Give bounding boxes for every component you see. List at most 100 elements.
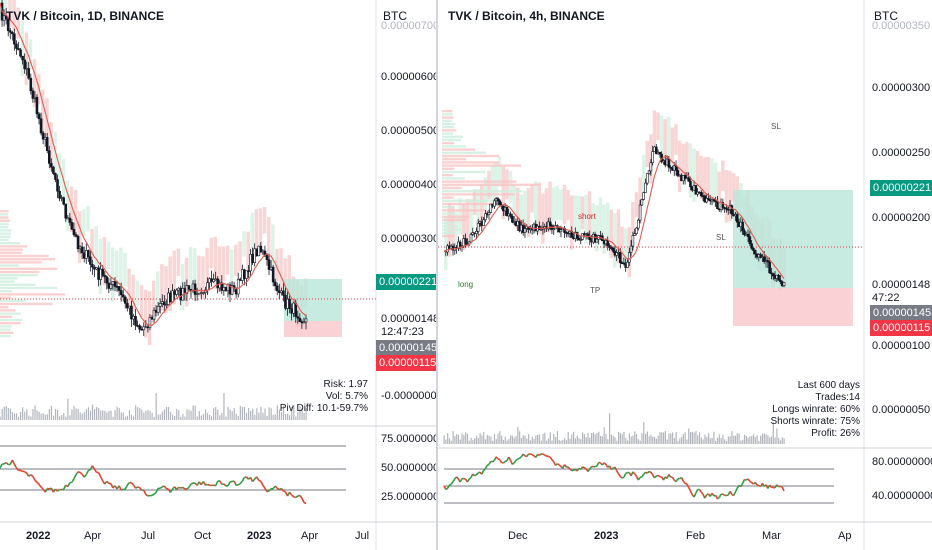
volume-bar [456, 434, 458, 444]
rsi-line-segment [71, 478, 75, 483]
volume-bar [11, 412, 14, 420]
cloud-band [566, 190, 570, 221]
volume-bar [524, 435, 526, 444]
volume-bar [666, 439, 668, 444]
rsi-line-segment [655, 474, 659, 477]
volume-bar [632, 435, 634, 444]
left-axis-label: 25.00000000 [381, 491, 436, 503]
left-price-chart[interactable] [0, 0, 436, 550]
volume-bar [289, 415, 291, 420]
volume-bar [644, 433, 647, 444]
volume-bar [297, 411, 299, 420]
volume-bar [30, 416, 32, 420]
volume-bar [204, 409, 207, 420]
moving-average-line [443, 155, 785, 279]
rsi-line-segment [0, 463, 3, 469]
candle-body [667, 158, 671, 168]
volume-profile-bar [442, 161, 500, 164]
rsi-line-segment [91, 465, 96, 470]
volume-bar [673, 438, 675, 444]
panel-divider[interactable] [436, 0, 438, 550]
cloud-band [681, 143, 685, 176]
rsi-line-segment [513, 459, 517, 464]
volume-bar [299, 406, 301, 420]
volume-profile-bar [0, 290, 12, 293]
rsi-line-segment [704, 494, 708, 499]
volume-bar [679, 438, 681, 444]
rsi-line-segment [687, 486, 692, 492]
volume-bar [231, 410, 233, 420]
volume-bar [713, 431, 715, 444]
cloud-band [258, 208, 263, 256]
candle-body [68, 217, 72, 223]
cloud-band [577, 195, 581, 241]
rsi-line-segment [79, 471, 83, 475]
cloud-band [176, 248, 181, 277]
rsi-line-segment [124, 484, 129, 490]
volume-bar [727, 436, 729, 444]
volume-profile-bar [442, 209, 486, 212]
volume-profile-bar [442, 135, 463, 138]
volume-bar [132, 416, 135, 420]
volume-bar [167, 406, 170, 420]
right-longs-winrate: Longs winrate: 60% [772, 404, 860, 415]
candle-body [167, 292, 170, 305]
candle-body [766, 260, 770, 263]
right-axis-label: 80.00000000 [872, 456, 932, 468]
volume-profile-bar [0, 322, 21, 325]
candle-body [82, 252, 86, 259]
rsi-line-segment [449, 483, 452, 486]
volume-bar [725, 440, 728, 444]
volume-bar [450, 440, 452, 444]
volume-bar [583, 434, 586, 444]
candle-body [627, 252, 631, 263]
candle-body [278, 290, 281, 293]
rsi-line-segment [625, 471, 628, 475]
cloud-band [94, 226, 98, 272]
cloud-band [221, 246, 226, 281]
volume-bar [573, 431, 575, 444]
rsi-line-segment [643, 471, 647, 475]
volume-bar [650, 434, 652, 444]
volume-bar [731, 431, 733, 444]
candle-body [91, 264, 94, 268]
volume-bar [582, 432, 584, 444]
rsi-line-segment [668, 474, 672, 478]
volume-bar [688, 428, 690, 444]
cloud-band [616, 209, 621, 264]
volume-bar [657, 436, 659, 444]
rsi-line-segment [682, 480, 686, 484]
volume-bar [704, 434, 706, 444]
rsi-line-segment [744, 478, 747, 481]
rsi-line-segment [445, 487, 448, 491]
left-chart-title: TVK / Bitcoin, 1D, BINANCE [6, 9, 165, 23]
rsi-line-segment [551, 459, 555, 463]
left-axis-label: 0.00000300 [381, 233, 436, 245]
volume-bar [145, 410, 147, 420]
candle-body [130, 305, 133, 320]
cloud-band [119, 247, 123, 291]
right-axis-label: 0.00000100 [872, 340, 931, 352]
rsi-line-segment [488, 460, 492, 465]
candle-body [43, 137, 47, 140]
candle-body [669, 166, 672, 169]
left-chart-panel[interactable]: TVK / Bitcoin, 1D, BINANCE BTC 0.0000070… [0, 0, 436, 550]
left-time-label: 2022 [26, 530, 51, 542]
rsi-line-segment [693, 492, 697, 498]
volume-profile-bar [0, 248, 24, 251]
volume-bar [598, 431, 600, 444]
candle-body [162, 301, 166, 306]
right-chart-panel[interactable]: TVK / Bitcoin, 4h, BINANCE BTC 0.0000035… [438, 0, 932, 550]
cloud-band [512, 185, 516, 217]
volume-bar [36, 410, 38, 420]
volume-bar [520, 438, 523, 444]
right-price-chart[interactable] [438, 0, 932, 550]
candle-body [13, 33, 16, 45]
volume-bar [483, 431, 485, 444]
candle-body [97, 267, 100, 280]
cloud-band [541, 193, 545, 244]
rsi-line-segment [706, 493, 709, 496]
rsi-line-segment [106, 480, 110, 484]
volume-bar [711, 437, 713, 444]
volume-bar [635, 434, 638, 444]
